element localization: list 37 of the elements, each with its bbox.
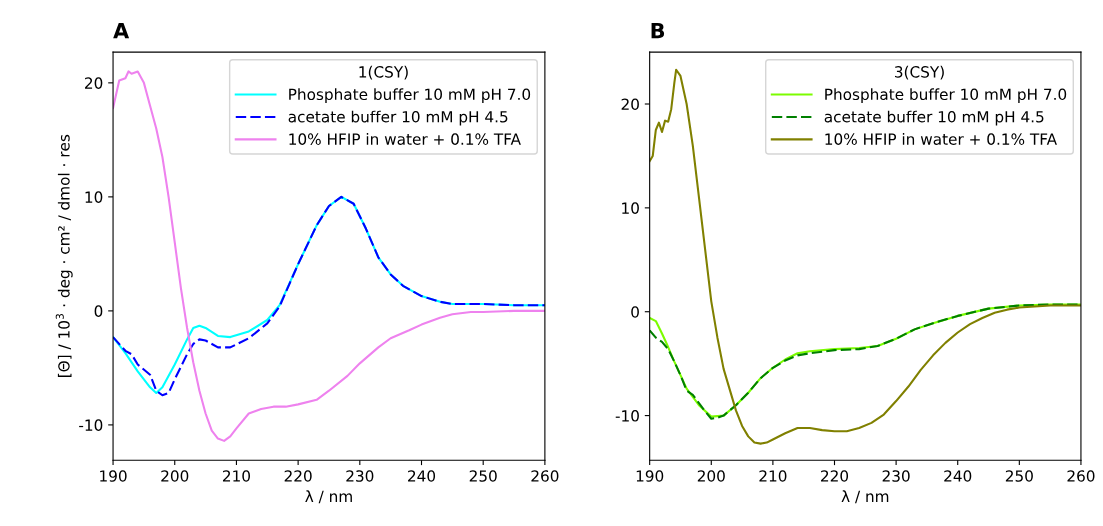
legend-label: 10% HFIP in water + 0.1% TFA xyxy=(289,133,521,145)
x-tick-label: 200 xyxy=(697,470,725,482)
x-tick-label: 240 xyxy=(944,470,972,482)
legend-title: 3(CSY) xyxy=(895,65,944,80)
legend-label: acetate buffer 10 mM pH 4.5 xyxy=(824,110,1044,126)
x-tick-label: 190 xyxy=(100,470,127,482)
x-tick-label: 210 xyxy=(759,470,787,482)
y-tick-label: 10 xyxy=(622,202,639,214)
x-tick-label: 230 xyxy=(346,470,374,482)
chart-title: A xyxy=(113,23,130,39)
legend-label: acetate buffer 10 mM pH 4.5 xyxy=(288,110,508,126)
x-axis-title: λ / nm xyxy=(841,490,889,504)
legend-label: Phosphate buffer 10 mM pH 7.0 xyxy=(825,88,1067,104)
x-tick-label: 260 xyxy=(531,470,559,482)
x-tick-label: 200 xyxy=(161,470,189,482)
chart-title: B xyxy=(651,23,665,39)
y-tick-label: -10 xyxy=(79,419,103,431)
x-axis-title: λ / nm xyxy=(305,490,352,504)
x-tick-label: 240 xyxy=(408,470,436,482)
y-tick-label: 10 xyxy=(85,191,103,203)
y-tick-label: -10 xyxy=(615,410,639,422)
y-tick-label: 20 xyxy=(85,77,103,89)
x-tick-label: 250 xyxy=(1005,470,1033,482)
x-tick-label: 220 xyxy=(821,470,849,482)
x-tick-label: 230 xyxy=(882,470,910,482)
y-tick-label: 0 xyxy=(631,306,639,318)
x-tick-label: 210 xyxy=(222,470,250,482)
legend-label: 10% HFIP in water + 0.1% TFA xyxy=(825,133,1057,145)
x-tick-label: 220 xyxy=(284,470,312,482)
y-axis-title: [Θ] / 10$^{3}$ · deg · cm² / dmol · res xyxy=(55,134,73,377)
legend-label: Phosphate buffer 10 mM pH 7.0 xyxy=(289,88,531,104)
y-tick-label: 20 xyxy=(621,98,639,111)
x-tick-label: 260 xyxy=(1067,470,1095,482)
x-tick-label: 250 xyxy=(469,470,497,482)
y-tick-label: 0 xyxy=(94,305,103,317)
legend-title: 1(CSY) xyxy=(359,65,408,80)
x-tick-label: 190 xyxy=(636,470,664,482)
